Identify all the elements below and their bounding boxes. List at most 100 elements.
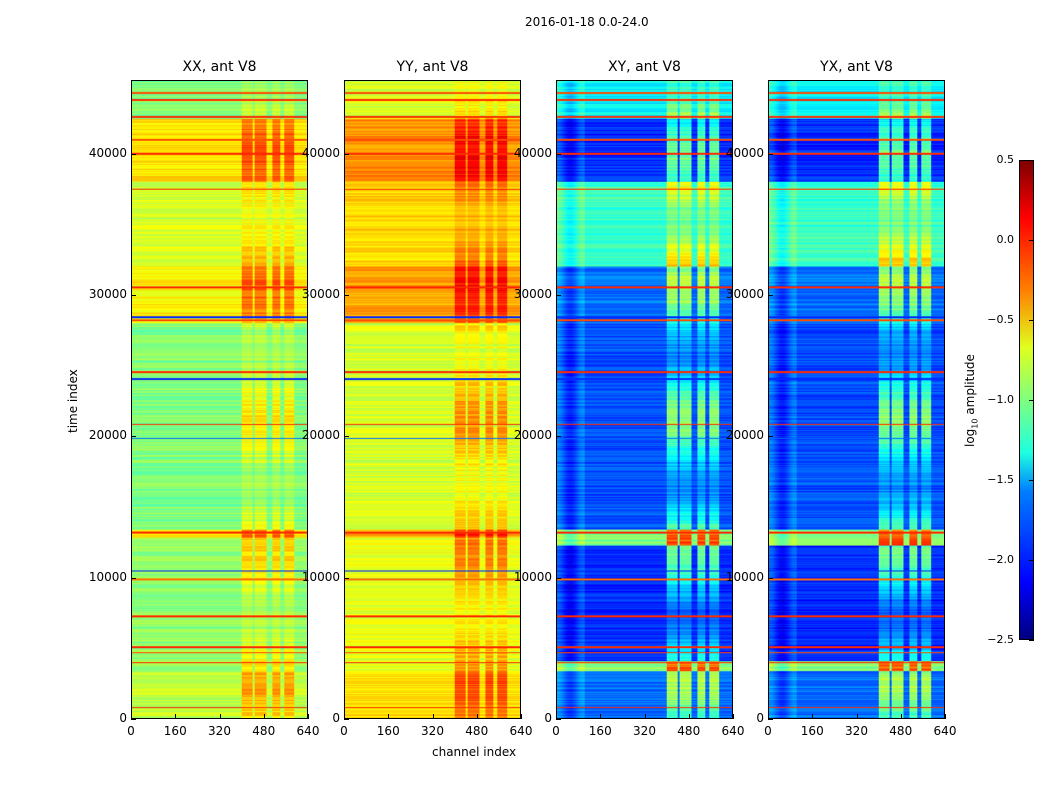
x-tick-label: 480: [677, 724, 701, 738]
colorbar-tick: [1029, 560, 1034, 561]
x-tick-label: 640: [296, 724, 320, 738]
y-tick-label: 20000: [725, 428, 764, 443]
y-tick-label: 0: [756, 711, 764, 725]
heatmap-panel-0: [131, 80, 308, 719]
colorbar-tick-label: −2.0: [987, 553, 1014, 566]
colorbar-tick-label: 0.5: [996, 153, 1015, 166]
heatmap-panel-1: [344, 80, 521, 719]
y-tick-label: 30000: [513, 286, 552, 301]
heatmap-canvas: [345, 81, 520, 718]
y-tick: [556, 577, 561, 579]
y-tick-label: 20000: [513, 428, 552, 443]
y-tick-label: 10000: [301, 569, 340, 584]
x-tick-label: 640: [509, 724, 533, 738]
x-tick: [219, 714, 221, 719]
colorbar-tick: [1029, 480, 1034, 481]
y-tick: [556, 294, 561, 296]
y-tick-label: 20000: [301, 428, 340, 443]
y-tick: [344, 153, 349, 155]
x-tick: [688, 714, 690, 719]
colorbar-tick-label: −0.5: [987, 313, 1014, 326]
x-tick-label: 480: [465, 724, 489, 738]
y-tick-label: 40000: [88, 145, 127, 160]
y-tick: [131, 294, 136, 296]
colorbar-tick: [1029, 640, 1034, 641]
x-tick-label: 320: [421, 724, 444, 738]
panel-title: YX, ant V8: [820, 59, 893, 75]
figure-suptitle: 2016-01-18 0.0-24.0: [525, 15, 649, 29]
x-tick: [476, 714, 478, 719]
y-tick-label: 30000: [88, 286, 127, 301]
y-tick-label: 10000: [725, 569, 764, 584]
colorbar-tick: [1029, 160, 1034, 161]
x-tick-label: 160: [588, 724, 612, 738]
y-tick-label: 10000: [513, 569, 552, 584]
y-tick: [131, 719, 136, 720]
heatmap-canvas: [769, 81, 944, 718]
panel-title: YY, ant V8: [396, 59, 469, 75]
y-tick: [344, 294, 349, 296]
y-tick: [768, 294, 773, 296]
x-tick-label: 320: [845, 724, 868, 738]
y-tick: [768, 577, 773, 579]
y-tick: [768, 719, 773, 720]
x-tick-label: 0: [552, 724, 560, 738]
x-tick: [344, 714, 345, 719]
colorbar-label: log10 amplitude: [963, 354, 980, 447]
y-tick: [556, 153, 561, 155]
y-tick-label: 0: [332, 711, 340, 725]
x-tick-label: 320: [633, 724, 656, 738]
x-tick: [733, 714, 734, 719]
colorbar-tick-label: 0.0: [996, 233, 1015, 246]
x-tick: [900, 714, 902, 719]
x-tick-label: 0: [764, 724, 772, 738]
x-tick-label: 160: [800, 724, 824, 738]
x-tick-label: 640: [933, 724, 957, 738]
y-tick-label: 30000: [725, 286, 764, 301]
x-tick-label: 0: [127, 724, 135, 738]
x-tick: [432, 714, 434, 719]
x-tick-label: 160: [376, 724, 400, 738]
heatmap-canvas: [557, 81, 732, 718]
y-tick: [131, 577, 136, 579]
y-tick-label: 40000: [301, 145, 340, 160]
x-tick-label: 160: [163, 724, 187, 738]
y-tick-label: 40000: [513, 145, 552, 160]
y-tick-label: 30000: [301, 286, 340, 301]
x-tick-label: 320: [208, 724, 231, 738]
y-tick: [131, 153, 136, 155]
x-tick-label: 480: [889, 724, 913, 738]
x-tick-label: 0: [340, 724, 348, 738]
x-tick: [600, 714, 602, 719]
heatmap-panel-2: [556, 80, 733, 719]
x-tick: [856, 714, 858, 719]
y-tick: [556, 436, 561, 438]
x-tick: [308, 714, 309, 719]
y-axis-label: time index: [66, 369, 80, 433]
y-tick: [344, 719, 349, 720]
x-tick: [768, 714, 769, 719]
y-tick-label: 0: [544, 711, 552, 725]
y-tick: [556, 719, 561, 720]
panel-title: XY, ant V8: [608, 59, 681, 75]
y-tick: [768, 436, 773, 438]
colorbar-tick-label: −2.5: [987, 633, 1014, 646]
y-tick: [131, 436, 136, 438]
y-tick-label: 10000: [88, 569, 127, 584]
x-tick: [388, 714, 390, 719]
x-tick: [131, 714, 132, 719]
x-tick: [556, 714, 557, 719]
x-tick: [175, 714, 177, 719]
x-tick: [263, 714, 265, 719]
colorbar-tick: [1029, 240, 1034, 241]
y-tick: [768, 153, 773, 155]
y-tick: [344, 577, 349, 579]
colorbar-tick: [1029, 320, 1034, 321]
colorbar-tick-label: −1.5: [987, 473, 1014, 486]
y-tick: [344, 436, 349, 438]
x-tick: [945, 714, 946, 719]
colorbar-tick-label: −1.0: [987, 393, 1014, 406]
x-tick-label: 480: [252, 724, 276, 738]
heatmap-panel-3: [768, 80, 945, 719]
